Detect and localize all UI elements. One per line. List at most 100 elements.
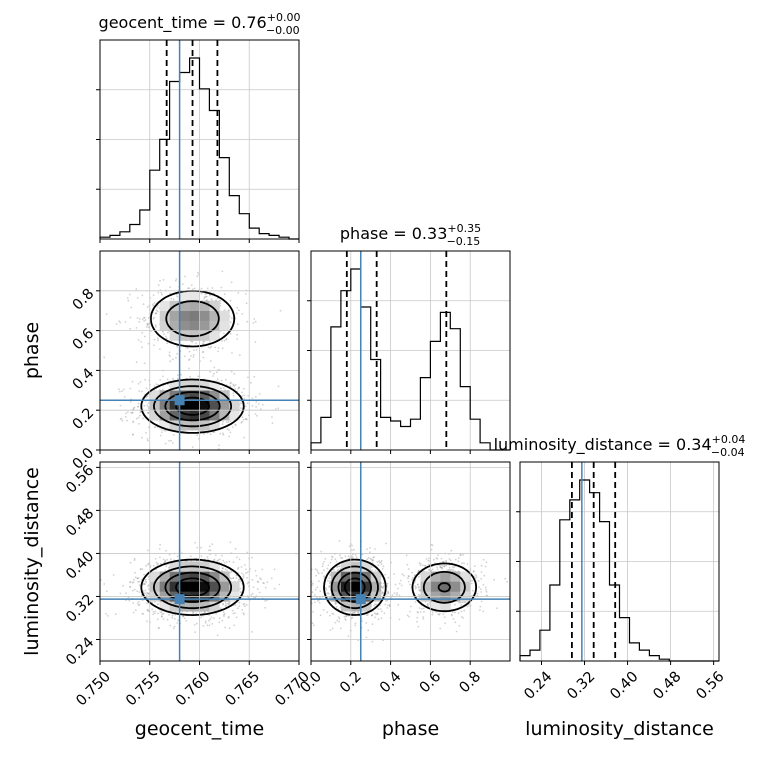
density-cell — [460, 571, 471, 582]
density-cell — [209, 561, 220, 572]
density-images-layer — [100, 270, 508, 643]
sample-point — [156, 310, 159, 313]
sample-point — [246, 402, 249, 405]
sample-point — [462, 554, 464, 556]
sample-point — [380, 561, 382, 563]
sample-point — [247, 394, 250, 397]
sample-point — [401, 573, 404, 576]
sample-point — [329, 629, 332, 631]
sample-point — [189, 375, 192, 378]
sample-point — [424, 564, 427, 567]
sample-point — [152, 303, 154, 306]
sample-point — [145, 581, 148, 584]
sample-point — [169, 355, 172, 358]
sample-point — [141, 436, 143, 439]
sample-point — [143, 573, 146, 576]
sample-point — [240, 566, 243, 568]
sample-point — [208, 619, 211, 622]
density-cell — [179, 571, 190, 582]
sample-point — [450, 613, 453, 616]
sample-point — [206, 624, 209, 627]
sample-point — [141, 318, 144, 321]
sample-point — [338, 620, 340, 623]
sample-point — [463, 562, 465, 565]
sample-point — [387, 590, 389, 593]
sample-point — [129, 581, 131, 584]
sample-point — [439, 612, 441, 615]
density-cell — [219, 310, 230, 321]
sample-point — [234, 423, 237, 426]
sample-point — [271, 422, 274, 424]
sample-point — [169, 360, 172, 363]
x-tick-label: 0.4 — [377, 669, 405, 697]
sample-point — [316, 569, 318, 571]
sample-point — [470, 582, 473, 585]
sample-point — [221, 619, 224, 622]
sample-point — [237, 387, 240, 390]
sample-point — [351, 549, 353, 552]
sample-point — [125, 412, 127, 415]
sample-point — [155, 309, 158, 312]
sample-point — [209, 433, 212, 436]
sample-point — [244, 405, 247, 408]
sample-point — [242, 612, 245, 615]
sample-point — [223, 332, 225, 335]
sample-point — [324, 587, 327, 590]
sample-point — [331, 556, 334, 559]
sample-point — [136, 602, 139, 605]
sample-point — [189, 555, 192, 557]
sample-point — [123, 388, 125, 391]
sample-point — [147, 411, 150, 414]
sample-point — [261, 403, 264, 406]
density-cell — [199, 400, 210, 411]
sample-point — [156, 618, 159, 621]
title-name-and-value: geocent_time = 0.76 — [99, 13, 267, 33]
sample-point — [225, 561, 228, 563]
sample-point — [142, 613, 145, 615]
sample-point — [155, 383, 158, 385]
sample-point — [418, 586, 420, 589]
sample-point — [258, 591, 261, 594]
sample-point — [367, 629, 370, 632]
sample-point — [194, 541, 197, 544]
sample-point — [345, 614, 348, 617]
sample-point — [208, 614, 211, 616]
sample-point — [209, 294, 211, 297]
sample-point — [112, 574, 115, 576]
sample-point — [326, 567, 329, 570]
sample-point — [254, 395, 257, 398]
sample-point — [162, 618, 165, 620]
density-cell — [169, 380, 180, 391]
contour-line — [323, 558, 477, 616]
sample-point — [428, 569, 431, 571]
sample-point — [336, 569, 339, 572]
sample-point — [152, 610, 155, 613]
sample-point — [137, 416, 140, 419]
sample-point — [158, 627, 161, 630]
title-name-and-value: phase = 0.33 — [340, 224, 447, 243]
sample-point — [275, 408, 277, 410]
sample-point — [210, 298, 213, 301]
sample-point — [323, 569, 325, 572]
sample-point — [246, 582, 249, 585]
sample-point — [254, 570, 257, 572]
sample-point — [201, 351, 204, 354]
sample-point — [228, 615, 230, 618]
sample-point — [185, 619, 188, 622]
sample-point — [485, 589, 487, 591]
sample-point — [228, 429, 230, 431]
sample-point — [409, 610, 411, 613]
sample-point — [338, 540, 341, 542]
sample-point — [241, 313, 244, 315]
sample-point — [209, 549, 212, 552]
sample-point — [157, 612, 160, 615]
sample-point — [105, 612, 107, 615]
sample-point — [147, 342, 150, 345]
sample-point — [321, 572, 323, 574]
sample-point — [170, 297, 173, 300]
sample-point — [426, 603, 429, 606]
sample-point — [221, 347, 224, 350]
sample-point — [313, 594, 316, 596]
sample-point — [203, 297, 206, 300]
sample-point — [161, 388, 164, 391]
